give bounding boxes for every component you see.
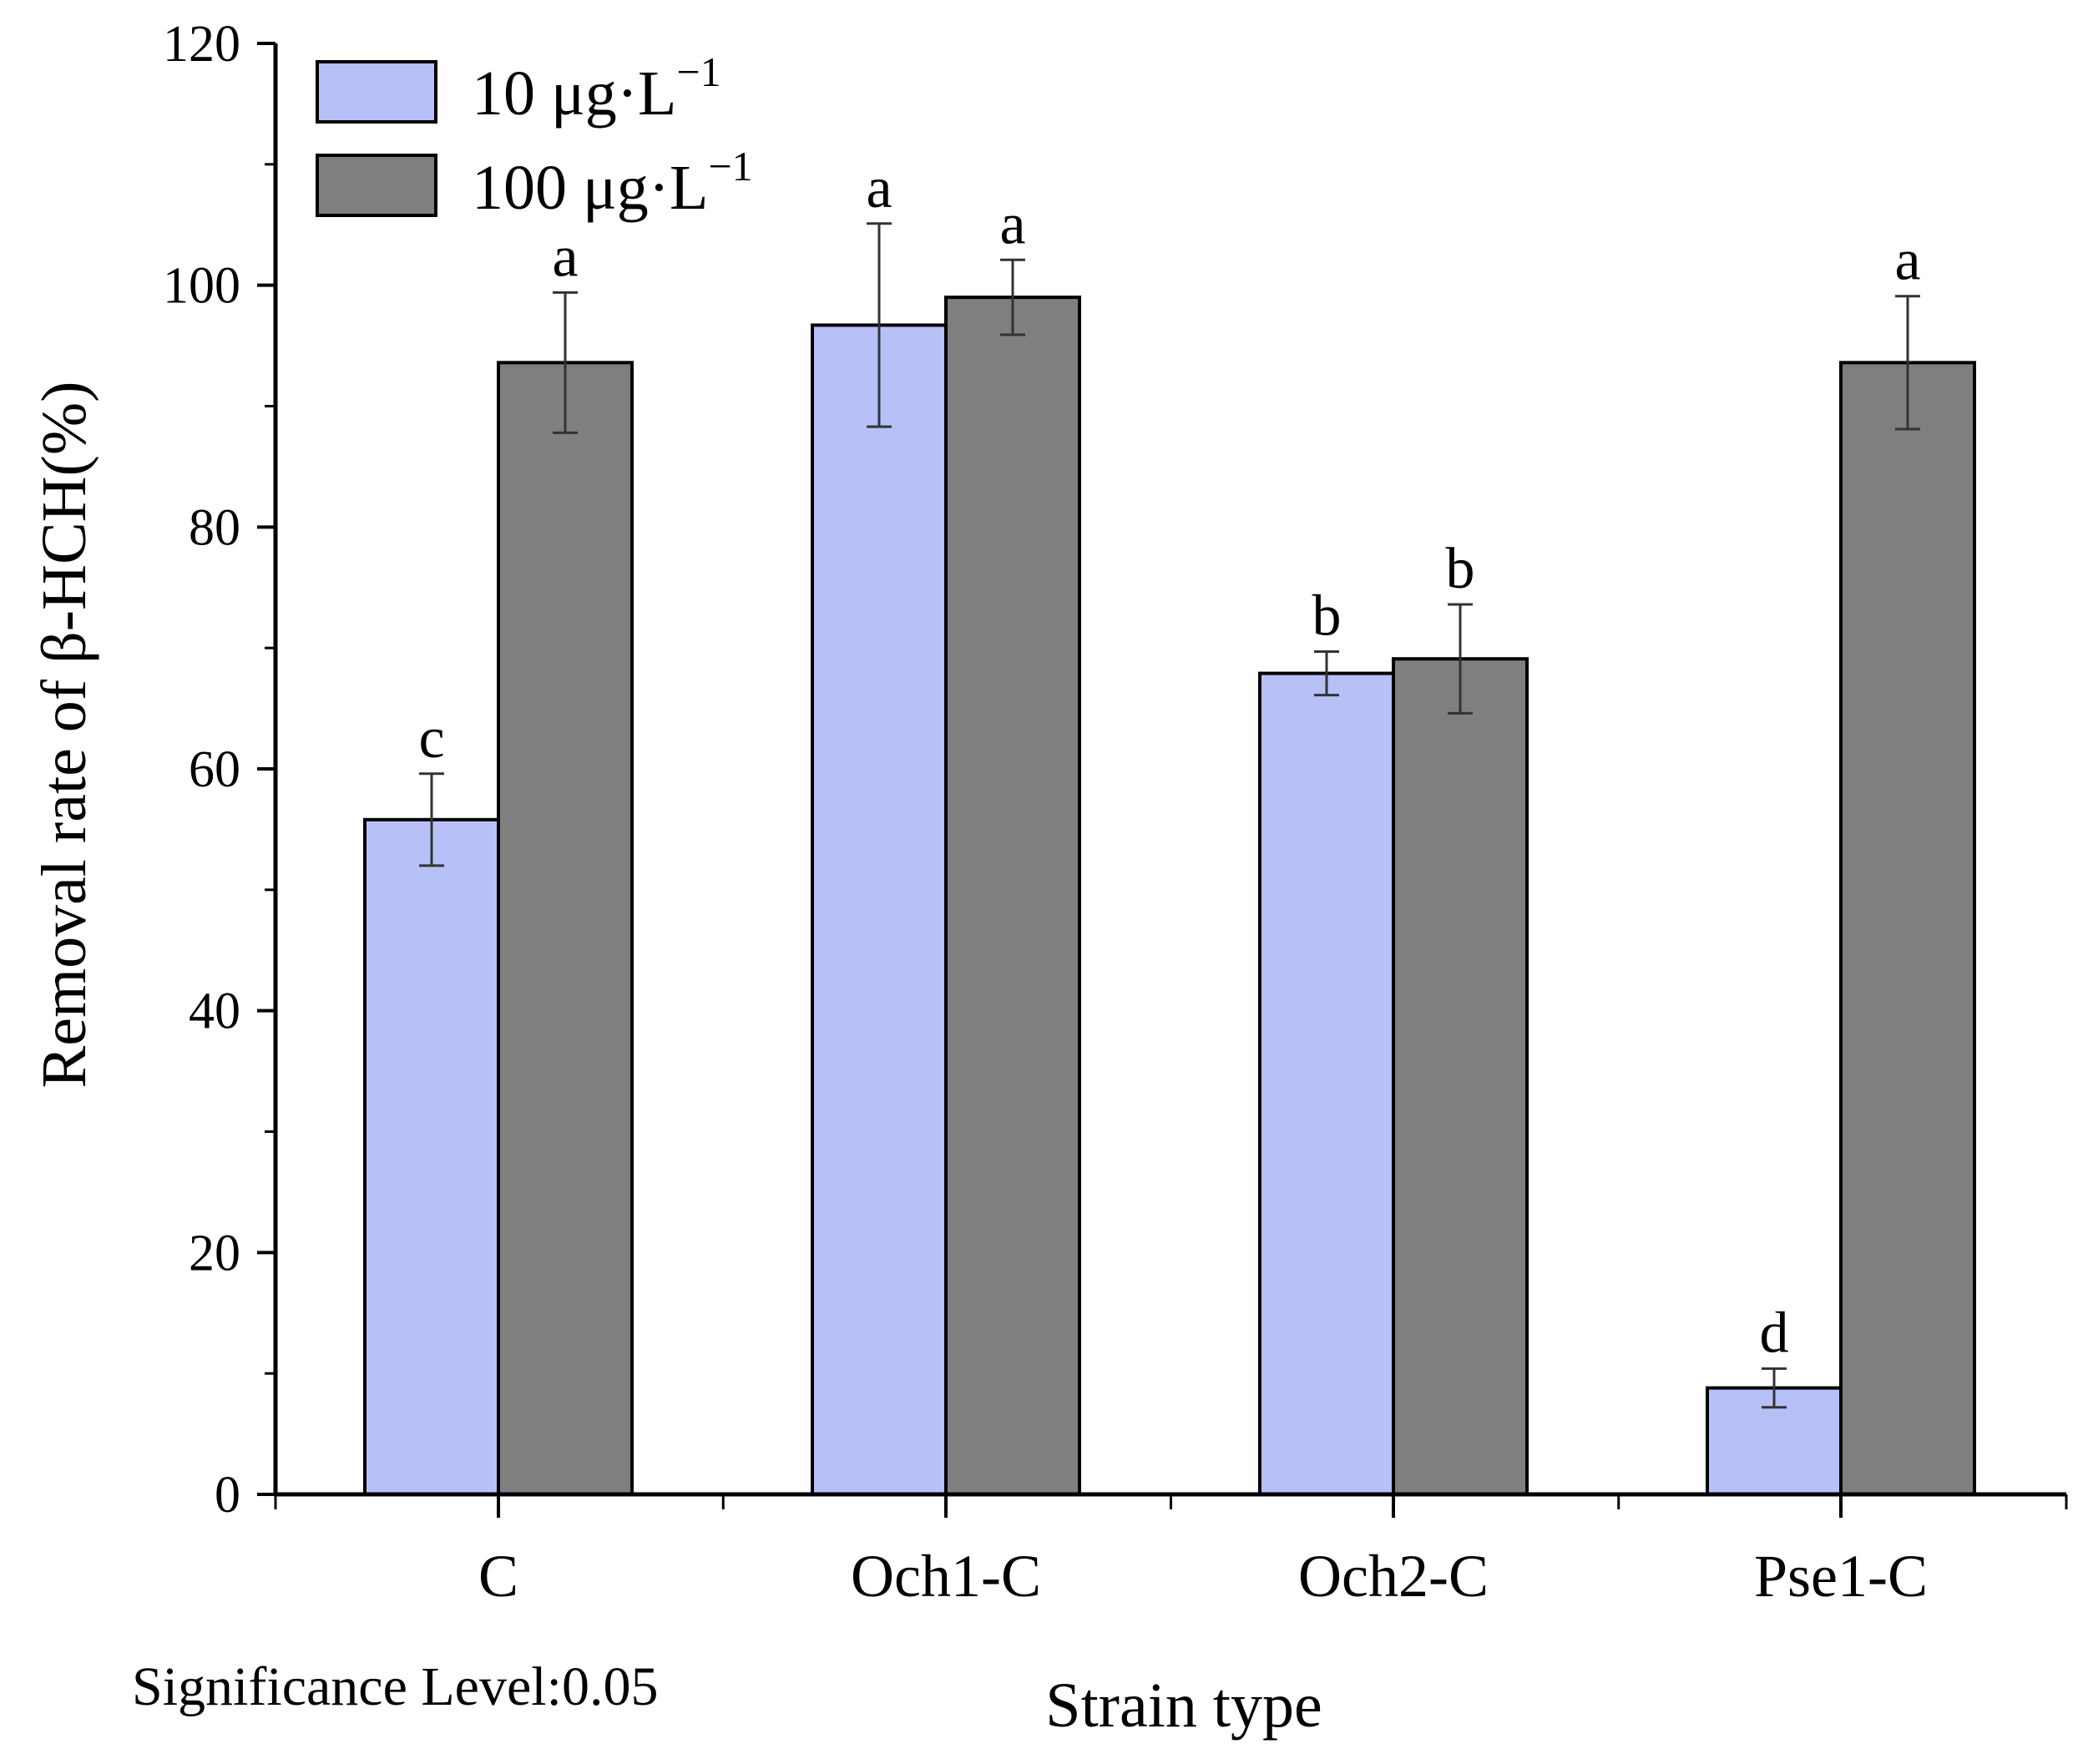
y-tick-label: 60 bbox=[189, 741, 240, 798]
y-tick-label: 80 bbox=[189, 499, 240, 556]
significance-letter: a bbox=[999, 192, 1025, 256]
bar-100-och2-c bbox=[1392, 657, 1529, 1496]
legend-swatch-100 bbox=[316, 154, 437, 217]
y-ticks: 0 20 40 60 80 100 120 bbox=[163, 16, 276, 1524]
y-tick-label: 120 bbox=[163, 16, 240, 73]
significance-letter: a bbox=[1894, 229, 1920, 293]
significance-note: Significance Level:0.05 bbox=[132, 1656, 658, 1717]
x-ticks: C Och1-C Och2-C Pse1-C bbox=[274, 1494, 2068, 1610]
significance-letter: c bbox=[418, 706, 444, 771]
bar-10-och2-c bbox=[1258, 671, 1395, 1496]
bar-10-c bbox=[363, 817, 500, 1496]
legend-swatch-10 bbox=[316, 60, 437, 124]
y-axis-title: Removal rate of β-HCH(%) bbox=[29, 382, 99, 1089]
bar-10-och1-c bbox=[811, 323, 948, 1496]
significance-labels-layer: c a b d a a b a bbox=[418, 156, 1920, 1366]
x-axis-title: Strain type bbox=[1045, 1670, 1322, 1741]
x-category-label: C bbox=[478, 1543, 518, 1610]
significance-letter: d bbox=[1760, 1301, 1789, 1365]
x-category-label: Och1-C bbox=[851, 1543, 1041, 1610]
y-tick-label: 20 bbox=[189, 1225, 240, 1281]
y-tick-label: 100 bbox=[163, 258, 240, 315]
y-tick-label: 40 bbox=[189, 983, 240, 1040]
significance-letter: b bbox=[1446, 537, 1475, 601]
legend-label-100: 100 μg·L−1 bbox=[472, 143, 753, 223]
legend-label-10: 10 μg·L−1 bbox=[472, 48, 721, 129]
significance-letter: a bbox=[552, 225, 578, 289]
x-category-label: Och2-C bbox=[1298, 1543, 1489, 1610]
bar-100-och1-c bbox=[944, 296, 1081, 1496]
y-tick-label: 0 bbox=[215, 1467, 240, 1524]
bars-layer bbox=[363, 296, 1976, 1496]
bar-100-c bbox=[497, 361, 634, 1496]
legend: 10 μg·L−1 100 μg·L−1 bbox=[316, 48, 753, 223]
significance-letter: b bbox=[1312, 584, 1342, 649]
error-bars-layer bbox=[419, 222, 1920, 1409]
significance-letter: a bbox=[866, 156, 892, 220]
bar-100-pse1-c bbox=[1839, 361, 1976, 1496]
x-category-label: Pse1-C bbox=[1754, 1543, 1928, 1610]
